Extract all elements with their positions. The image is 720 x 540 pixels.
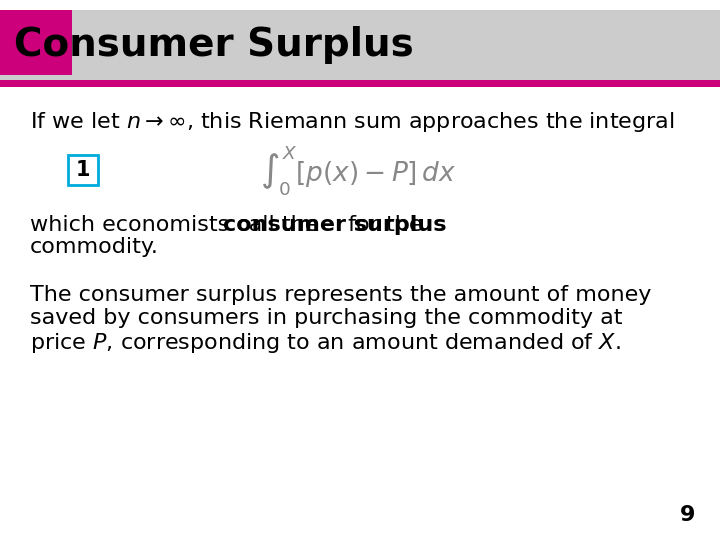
- Text: price $P$, corresponding to an amount demanded of $X$.: price $P$, corresponding to an amount de…: [30, 331, 621, 355]
- Text: consumer surplus: consumer surplus: [223, 215, 446, 235]
- Text: If we let $n \rightarrow \infty$, this Riemann sum approaches the integral: If we let $n \rightarrow \infty$, this R…: [30, 110, 675, 134]
- Text: commodity.: commodity.: [30, 237, 159, 257]
- Text: The consumer surplus represents the amount of money: The consumer surplus represents the amou…: [30, 285, 652, 305]
- Bar: [0, 80, 720, 87]
- Text: saved by consumers in purchasing the commodity at: saved by consumers in purchasing the com…: [30, 308, 623, 328]
- Bar: [0, 10, 720, 80]
- Text: $\int_0^{X} [p(x) - P]\, dx$: $\int_0^{X} [p(x) - P]\, dx$: [260, 143, 456, 197]
- Text: which economists call the: which economists call the: [30, 215, 325, 235]
- Bar: [68, 155, 98, 185]
- Bar: [0, 10, 72, 75]
- Text: Consumer Surplus: Consumer Surplus: [14, 26, 414, 64]
- Text: 1: 1: [76, 160, 90, 180]
- Text: for the: for the: [341, 215, 423, 235]
- Text: 9: 9: [680, 505, 695, 525]
